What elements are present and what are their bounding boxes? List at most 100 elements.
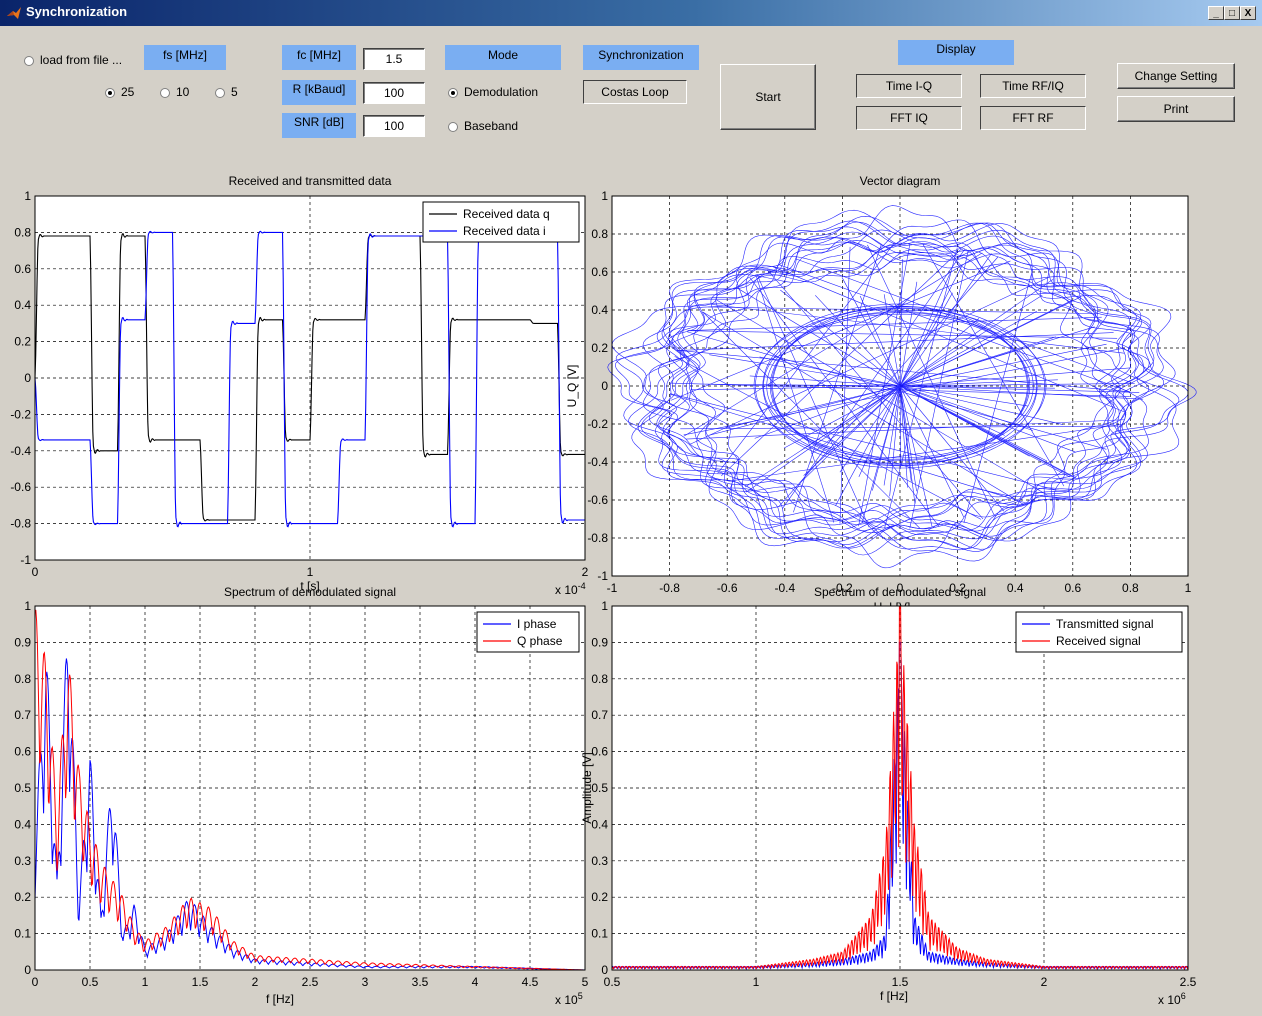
mode-radio-baseband[interactable]: Baseband xyxy=(448,118,518,134)
radial-trace xyxy=(780,289,901,387)
fc-label: fc [MHz] xyxy=(282,45,356,70)
y-tick-label: -0.8 xyxy=(587,531,608,545)
radial-trace xyxy=(725,385,901,429)
constellation-trace xyxy=(607,205,1197,569)
time-rf-iq-button[interactable]: Time RF/IQ xyxy=(980,74,1086,98)
chord-trace xyxy=(778,264,1131,393)
y-tick-label: 1 xyxy=(601,189,608,203)
radial-trace xyxy=(800,385,901,483)
chord-trace xyxy=(687,330,1118,339)
y-tick-label: 0.1 xyxy=(14,927,31,941)
y-tick-label: 0.2 xyxy=(591,890,608,904)
x-tick-label: 0.5 xyxy=(604,975,621,989)
matlab-icon xyxy=(7,7,21,19)
outer-ring-trace xyxy=(685,205,1121,569)
title-bar: Synchronization _ □ X xyxy=(0,0,1262,26)
plot-border xyxy=(34,605,586,971)
radial-trace xyxy=(899,367,1132,387)
x-multiplier-label: x 106 xyxy=(1158,991,1186,1007)
fft-rf-button[interactable]: FFT RF xyxy=(980,106,1086,130)
costas-loop-select[interactable]: Costas Loop xyxy=(583,80,687,104)
start-button[interactable]: Start xyxy=(720,64,816,130)
radial-trace xyxy=(899,385,965,518)
fs-radio-10[interactable]: 10 xyxy=(160,84,189,100)
chord-trace xyxy=(839,246,851,524)
outer-ring-trace xyxy=(628,231,1164,540)
x-axis-label: t [s] xyxy=(300,579,319,593)
x-tick-label: 0.8 xyxy=(1122,581,1139,595)
outer-ring-trace xyxy=(615,250,1180,525)
chord-trace xyxy=(683,348,1123,436)
radial-trace xyxy=(899,253,992,387)
y-tick-label: 0.8 xyxy=(591,227,608,241)
y-tick-label: -0.2 xyxy=(587,417,608,431)
radial-trace xyxy=(839,385,901,473)
y-tick-label: 0.6 xyxy=(14,262,31,276)
outer-ring-trace xyxy=(611,222,1180,549)
radial-trace xyxy=(899,318,980,387)
y-tick-label: 0.7 xyxy=(14,708,31,722)
fc-input[interactable]: 1.5 xyxy=(363,48,425,70)
chord-trace xyxy=(689,276,1050,445)
load-from-file-radio[interactable]: load from file ... xyxy=(24,52,122,68)
close-button[interactable]: X xyxy=(1240,6,1256,20)
radial-trace xyxy=(899,385,916,504)
radial-trace xyxy=(872,385,901,491)
y-tick-label: 0.9 xyxy=(591,635,608,649)
mode-label: Mode xyxy=(445,45,561,70)
radial-trace xyxy=(746,385,901,493)
restore-button[interactable]: □ xyxy=(1224,6,1240,20)
snr-input[interactable]: 100 xyxy=(363,115,425,137)
chord-trace xyxy=(755,274,835,523)
radial-trace xyxy=(861,385,901,523)
x-multiplier-label: x 10-4 xyxy=(555,581,586,597)
time-iq-button[interactable]: Time I-Q xyxy=(856,74,962,98)
mode-radio-demodulation[interactable]: Demodulation xyxy=(448,84,538,100)
fs-radio-25[interactable]: 25 xyxy=(105,84,134,100)
radial-trace xyxy=(899,385,933,527)
x-tick-label: 0 xyxy=(32,975,39,989)
x-tick-label: 0.5 xyxy=(82,975,99,989)
y-tick-label: 0.4 xyxy=(14,817,31,831)
inner-ring-trace xyxy=(753,307,1047,465)
minimize-button[interactable]: _ xyxy=(1208,6,1224,20)
fs-radio-5[interactable]: 5 xyxy=(215,84,238,100)
change-setting-button[interactable]: Change Setting xyxy=(1117,63,1235,89)
radial-trace xyxy=(899,385,902,465)
plot-border xyxy=(611,195,1189,577)
radial-trace xyxy=(899,350,1016,387)
radial-trace xyxy=(899,385,1005,512)
inner-ring-trace xyxy=(769,311,1031,461)
legend-label: I phase xyxy=(517,617,557,631)
outer-ring-trace xyxy=(657,245,1150,529)
r-input[interactable]: 100 xyxy=(363,82,425,104)
x-axis-label: U_I [V] xyxy=(874,600,911,614)
radial-trace xyxy=(899,264,963,387)
x-tick-label: 0.4 xyxy=(1007,581,1024,595)
chord-trace xyxy=(676,350,1131,393)
r-label: R [kBaud] xyxy=(282,80,356,105)
outer-ring-trace xyxy=(623,215,1176,551)
outer-ring-trace xyxy=(640,220,1151,552)
radial-trace xyxy=(899,385,1030,457)
fft-iq-button[interactable]: FFT IQ xyxy=(856,106,962,130)
y-tick-label: -0.4 xyxy=(10,444,31,458)
radial-trace xyxy=(899,379,1058,387)
chord-trace xyxy=(680,425,1122,430)
x-tick-label: -0.4 xyxy=(774,581,795,595)
legend-box xyxy=(422,201,580,243)
radial-trace xyxy=(899,385,912,482)
print-button[interactable]: Print xyxy=(1117,96,1235,122)
plot-border xyxy=(611,605,1189,971)
chord-trace xyxy=(702,311,920,529)
radial-trace xyxy=(899,310,1037,387)
radial-trace xyxy=(899,300,1072,387)
y-tick-label: 1 xyxy=(601,599,608,613)
chart-title: Vector diagram xyxy=(860,174,941,188)
chord-trace xyxy=(795,258,1131,383)
y-tick-label: 0.5 xyxy=(591,781,608,795)
radial-trace xyxy=(899,259,903,387)
x-tick-label: 1.5 xyxy=(192,975,209,989)
radial-trace xyxy=(706,383,901,387)
y-tick-label: 0.3 xyxy=(591,854,608,868)
